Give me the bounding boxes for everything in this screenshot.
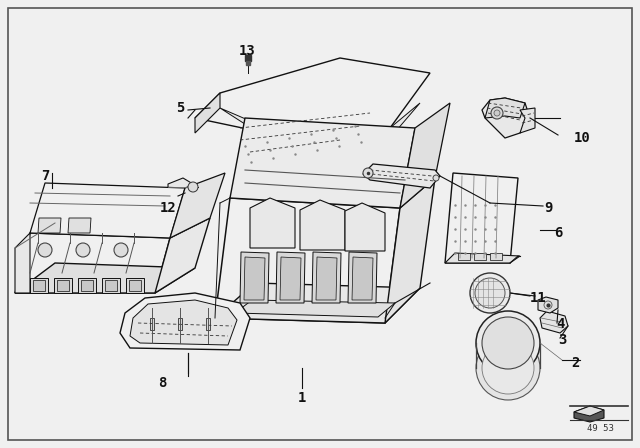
Text: 10: 10 — [573, 131, 590, 145]
Polygon shape — [38, 218, 61, 233]
Circle shape — [363, 168, 373, 178]
Text: 4: 4 — [556, 317, 564, 331]
Polygon shape — [126, 278, 144, 293]
Polygon shape — [81, 280, 93, 291]
Polygon shape — [150, 318, 154, 330]
Polygon shape — [574, 406, 604, 422]
Polygon shape — [15, 233, 30, 293]
Text: 11: 11 — [530, 291, 547, 305]
Text: 1: 1 — [298, 391, 306, 405]
Polygon shape — [300, 200, 345, 250]
Polygon shape — [474, 253, 486, 260]
Text: 9: 9 — [544, 201, 552, 215]
Polygon shape — [574, 406, 604, 416]
Polygon shape — [482, 98, 530, 138]
Polygon shape — [220, 103, 420, 153]
Polygon shape — [485, 98, 525, 118]
Text: 8: 8 — [158, 376, 166, 390]
Circle shape — [433, 175, 439, 181]
Polygon shape — [129, 280, 141, 291]
Text: 6: 6 — [554, 226, 562, 240]
Circle shape — [491, 107, 503, 119]
Polygon shape — [345, 203, 385, 251]
Polygon shape — [230, 118, 415, 208]
Polygon shape — [363, 164, 440, 188]
Polygon shape — [195, 58, 430, 138]
Polygon shape — [206, 318, 210, 330]
Polygon shape — [538, 297, 558, 313]
Polygon shape — [316, 257, 337, 300]
Polygon shape — [102, 278, 120, 293]
Polygon shape — [33, 280, 45, 291]
Polygon shape — [105, 280, 117, 291]
Polygon shape — [520, 108, 535, 133]
Polygon shape — [352, 257, 373, 300]
Polygon shape — [68, 218, 91, 233]
Circle shape — [470, 273, 510, 313]
Polygon shape — [490, 253, 502, 260]
Circle shape — [188, 182, 198, 192]
Text: 7: 7 — [41, 169, 49, 183]
Text: 5: 5 — [176, 101, 184, 115]
Circle shape — [76, 243, 90, 257]
Circle shape — [38, 243, 52, 257]
Circle shape — [494, 110, 500, 116]
Circle shape — [476, 311, 540, 375]
Polygon shape — [385, 178, 435, 323]
Circle shape — [482, 317, 534, 369]
Text: 13: 13 — [239, 44, 255, 58]
Polygon shape — [235, 300, 395, 317]
Circle shape — [482, 342, 534, 394]
Polygon shape — [240, 252, 269, 303]
Polygon shape — [30, 278, 48, 293]
Text: 2: 2 — [571, 356, 579, 370]
Polygon shape — [250, 198, 295, 248]
Circle shape — [476, 336, 540, 400]
Polygon shape — [540, 311, 568, 333]
Polygon shape — [215, 198, 400, 323]
Polygon shape — [30, 183, 185, 238]
Text: 3: 3 — [558, 333, 566, 347]
Polygon shape — [178, 318, 182, 330]
Polygon shape — [348, 252, 377, 303]
Polygon shape — [168, 178, 193, 196]
Circle shape — [114, 243, 128, 257]
Polygon shape — [155, 218, 210, 293]
Polygon shape — [15, 263, 195, 293]
Polygon shape — [280, 257, 301, 300]
Polygon shape — [445, 253, 520, 263]
Text: 49 53: 49 53 — [587, 423, 613, 432]
Polygon shape — [170, 173, 225, 238]
Polygon shape — [54, 278, 72, 293]
Polygon shape — [57, 280, 69, 291]
Circle shape — [475, 278, 505, 308]
Polygon shape — [195, 93, 220, 133]
Polygon shape — [215, 283, 420, 323]
Polygon shape — [120, 293, 250, 350]
Polygon shape — [244, 257, 265, 300]
Polygon shape — [458, 253, 470, 260]
Polygon shape — [312, 252, 341, 303]
Polygon shape — [15, 233, 170, 293]
Polygon shape — [276, 252, 305, 303]
Polygon shape — [78, 278, 96, 293]
Polygon shape — [400, 103, 450, 208]
Polygon shape — [445, 173, 518, 263]
Text: 12: 12 — [159, 201, 177, 215]
Polygon shape — [130, 300, 237, 345]
